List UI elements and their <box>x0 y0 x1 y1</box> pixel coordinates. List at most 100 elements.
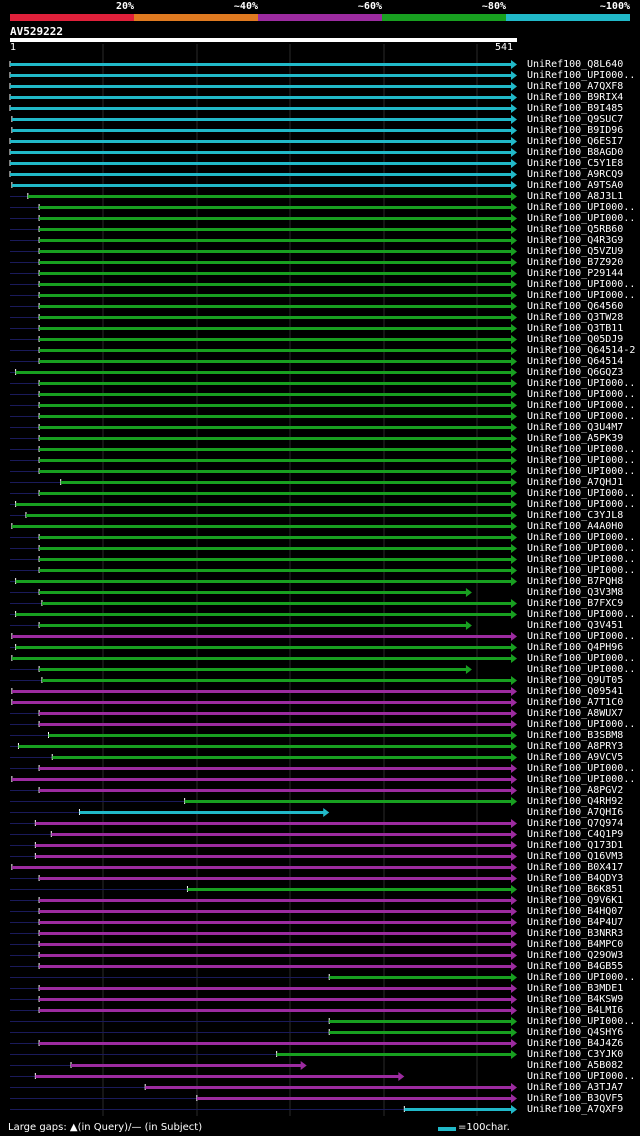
hit-bar[interactable] <box>52 756 512 759</box>
hit-row[interactable] <box>10 984 517 993</box>
hit-name[interactable]: UniRef100_Q6GQZ3 <box>527 367 624 378</box>
hit-bar[interactable] <box>39 250 512 253</box>
hit-name[interactable]: UniRef100_B4MPC0 <box>527 939 624 950</box>
hit-name[interactable]: UniRef100_UPI000.. <box>527 1016 636 1027</box>
hit-bar[interactable] <box>10 63 512 66</box>
hit-row[interactable] <box>10 269 517 278</box>
hit-row[interactable] <box>10 874 517 883</box>
hit-row[interactable] <box>9 170 517 179</box>
hit-row[interactable] <box>10 390 517 399</box>
hit-name[interactable]: UniRef100_B4P4U7 <box>527 917 624 928</box>
hit-row[interactable] <box>9 159 517 168</box>
hit-row[interactable] <box>10 445 517 454</box>
hit-name[interactable]: UniRef100_B7PQH8 <box>527 576 624 587</box>
hit-name[interactable]: UniRef100_UPI000.. <box>527 290 636 301</box>
hit-row[interactable] <box>10 225 517 234</box>
hit-row[interactable] <box>10 995 517 1004</box>
hit-name[interactable]: UniRef100_UPI000.. <box>527 279 636 290</box>
hit-name[interactable]: UniRef100_C3YJK0 <box>527 1049 624 1060</box>
hit-row[interactable] <box>10 313 517 322</box>
hit-row[interactable] <box>10 841 517 850</box>
hit-name[interactable]: UniRef100_A4A0H0 <box>527 521 624 532</box>
hit-bar[interactable] <box>39 338 512 341</box>
hit-bar[interactable] <box>11 118 513 121</box>
hit-row[interactable] <box>9 93 517 102</box>
hit-name[interactable]: UniRef100_UPI000.. <box>527 543 636 554</box>
hit-name[interactable]: UniRef100_B3QVF5 <box>527 1093 624 1104</box>
hit-row[interactable] <box>10 401 517 410</box>
hit-name[interactable]: UniRef100_UPI000.. <box>527 763 636 774</box>
hit-bar[interactable] <box>10 107 512 110</box>
hit-name[interactable]: UniRef100_P29144 <box>527 268 624 279</box>
hit-row[interactable] <box>10 1072 405 1081</box>
hit-name[interactable]: UniRef100_Q173D1 <box>527 840 624 851</box>
hit-name[interactable]: UniRef100_Q6ESI7 <box>527 136 624 147</box>
hit-row[interactable] <box>11 775 517 784</box>
hit-bar[interactable] <box>11 635 513 638</box>
hit-row[interactable] <box>10 214 517 223</box>
hit-name[interactable]: UniRef100_UPI000.. <box>527 70 636 81</box>
hit-row[interactable] <box>10 467 517 476</box>
hit-name[interactable]: UniRef100_B4QDY3 <box>527 873 624 884</box>
hit-bar[interactable] <box>10 162 512 165</box>
hit-name[interactable]: UniRef100_A8PGV2 <box>527 785 624 796</box>
hit-row[interactable] <box>10 742 517 751</box>
hit-row[interactable] <box>10 665 472 674</box>
hit-row[interactable] <box>10 489 517 498</box>
hit-row[interactable] <box>10 423 517 432</box>
hit-bar[interactable] <box>39 767 512 770</box>
hit-row[interactable] <box>10 379 517 388</box>
hit-row[interactable] <box>10 709 517 718</box>
hit-name[interactable]: UniRef100_Q3U4M7 <box>527 422 624 433</box>
hit-bar[interactable] <box>41 679 513 682</box>
hit-name[interactable]: UniRef100_Q3V451 <box>527 620 624 631</box>
hit-bar[interactable] <box>27 195 512 198</box>
hit-row[interactable] <box>10 918 517 927</box>
hit-bar[interactable] <box>39 536 512 539</box>
hit-bar[interactable] <box>15 580 513 583</box>
hit-name[interactable]: UniRef100_Q4RH92 <box>527 796 624 807</box>
hit-name[interactable]: UniRef100_A7QHJ1 <box>527 477 624 488</box>
hit-name[interactable]: UniRef100_Q3TW28 <box>527 312 624 323</box>
hit-bar[interactable] <box>10 85 512 88</box>
hit-name[interactable]: UniRef100_B4KSW9 <box>527 994 624 1005</box>
hit-name[interactable]: UniRef100_A9TSA0 <box>527 180 624 191</box>
hit-row[interactable] <box>10 610 517 619</box>
hit-name[interactable]: UniRef100_C3YJL8 <box>527 510 624 521</box>
hit-bar[interactable] <box>39 206 512 209</box>
hit-row[interactable] <box>9 137 517 146</box>
hit-bar[interactable] <box>11 657 513 660</box>
hit-bar[interactable] <box>39 228 512 231</box>
hit-row[interactable] <box>10 291 517 300</box>
hit-row[interactable] <box>10 720 517 729</box>
hit-bar[interactable] <box>39 910 512 913</box>
hit-row[interactable] <box>11 687 517 696</box>
hit-bar[interactable] <box>10 96 512 99</box>
hit-row[interactable] <box>10 258 517 267</box>
hit-row[interactable] <box>10 588 472 597</box>
hit-name[interactable]: UniRef100_C5Y1E8 <box>527 158 624 169</box>
hit-name[interactable]: UniRef100_Q8L640 <box>527 59 624 70</box>
hit-name[interactable]: UniRef100_C4Q1P9 <box>527 829 624 840</box>
hit-name[interactable]: UniRef100_UPI000.. <box>527 389 636 400</box>
hit-name[interactable]: UniRef100_A5B082 <box>527 1060 624 1071</box>
hit-row[interactable] <box>10 357 517 366</box>
hit-name[interactable]: UniRef100_UPI000.. <box>527 565 636 576</box>
hit-name[interactable]: UniRef100_UPI000.. <box>527 532 636 543</box>
hit-row[interactable] <box>10 786 517 795</box>
hit-bar[interactable] <box>39 239 512 242</box>
hit-bar[interactable] <box>39 261 512 264</box>
hit-bar[interactable] <box>39 316 512 319</box>
hit-row[interactable] <box>10 753 517 762</box>
hit-row[interactable] <box>10 478 517 487</box>
hit-bar[interactable] <box>79 811 325 814</box>
hit-row[interactable] <box>10 797 517 806</box>
hit-row[interactable] <box>10 1094 517 1103</box>
hit-bar[interactable] <box>39 415 512 418</box>
hit-bar[interactable] <box>39 217 512 220</box>
hit-name[interactable]: UniRef100_A7QXF9 <box>527 1104 624 1115</box>
hit-bar[interactable] <box>11 525 513 528</box>
hit-row[interactable] <box>11 115 517 124</box>
hit-bar[interactable] <box>39 987 512 990</box>
hit-row[interactable] <box>10 962 517 971</box>
